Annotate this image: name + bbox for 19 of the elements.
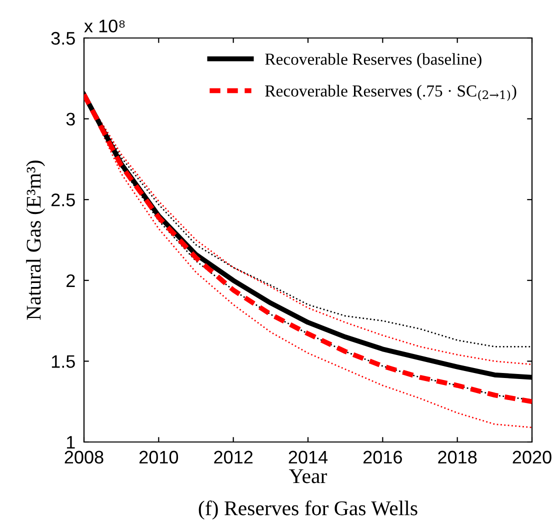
y-tick-label: 2.5 [51, 194, 75, 206]
y-tick-label: 1.5 [52, 355, 75, 368]
legend-label: Recoverable Reserves (baseline) [265, 53, 482, 68]
x-axis-title: Year [289, 469, 328, 484]
text: x 10⁸ [84, 20, 125, 32]
x-tick-label: 2020 [512, 450, 552, 464]
y-tick-label: 3 [66, 112, 75, 126]
text: (f) Reserves for Gas Wells [198, 500, 418, 520]
y-tick-label: 1 [67, 436, 75, 449]
x-tick-label: 2008 [64, 450, 104, 464]
y-tick-label: 2 [66, 274, 75, 287]
x-tick-label: 2010 [139, 450, 178, 464]
x-tick-label: 2012 [214, 450, 253, 464]
x-tick-label: 2016 [363, 450, 402, 464]
y-tick-label: 3.5 [51, 32, 75, 45]
x-tick-label: 2018 [438, 450, 477, 464]
x-tick-label: 2014 [288, 450, 328, 464]
legend-label: Recoverable Reserves (.75 · SC$_{(2→1)}$) [265, 84, 516, 101]
y-axis-title: Natural Gas (E³m³) [26, 160, 46, 320]
